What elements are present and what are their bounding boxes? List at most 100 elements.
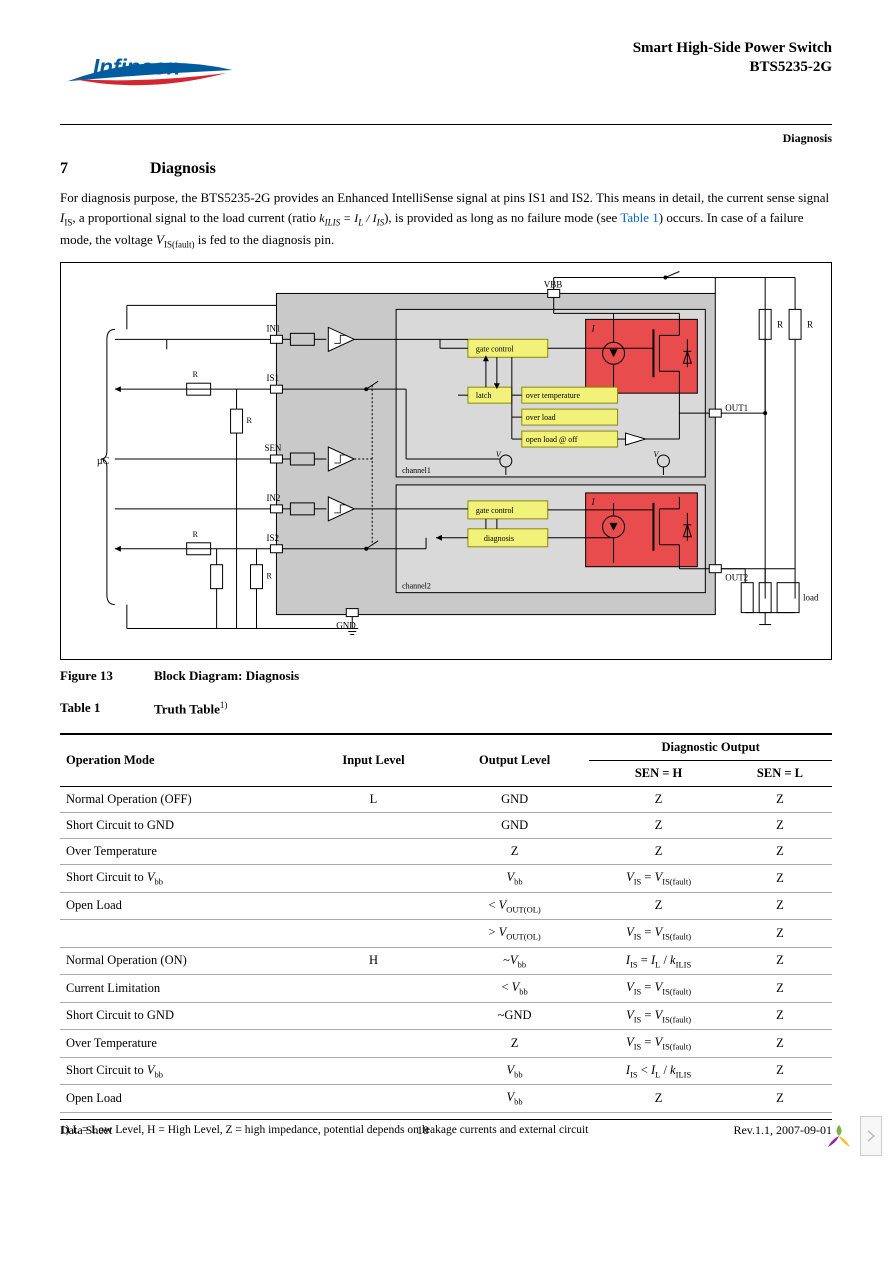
svg-text:R: R (807, 319, 813, 329)
cell-operation: Open Load (60, 1085, 307, 1113)
section-number: 7 (60, 160, 150, 178)
cell-operation: Short Circuit to GND (60, 813, 307, 839)
svg-text:SEN: SEN (264, 443, 281, 453)
cell-output: Z (440, 839, 589, 865)
cell-output: GND (440, 813, 589, 839)
cell-operation: Normal Operation (ON) (60, 947, 307, 975)
cell-operation: Short Circuit to Vbb (60, 1057, 307, 1085)
cell-sen-h: VIS = VIS(fault) (589, 1002, 728, 1030)
cell-input: H (307, 947, 440, 975)
svg-text:load: load (803, 592, 819, 602)
cell-input (307, 1057, 440, 1085)
doc-title: Smart High-Side Power Switch (633, 40, 832, 57)
next-page-button[interactable] (860, 1116, 882, 1156)
cell-sen-l: Z (728, 813, 832, 839)
table-row: Over TemperatureZZZ (60, 839, 832, 865)
cell-sen-h: IIS = IL / kILIS (589, 947, 728, 975)
svg-text:R: R (247, 416, 253, 425)
doc-head: Smart High-Side Power Switch BTS5235-2G (633, 40, 832, 76)
table-caption-text: Truth Table1) (154, 700, 227, 717)
table-row: > VOUT(OL)VIS = VIS(fault)Z (60, 920, 832, 948)
cell-output: < VOUT(OL) (440, 892, 589, 920)
cell-output: ~Vbb (440, 947, 589, 975)
infineon-logo: Infineon (60, 40, 240, 100)
cell-sen-h: VIS = VIS(fault) (589, 865, 728, 893)
table-ref-link[interactable]: Table 1 (620, 210, 658, 225)
svg-text:IS1: IS1 (266, 373, 278, 383)
svg-text:gate control: gate control (476, 344, 515, 353)
svg-text:channel1: channel1 (402, 466, 431, 475)
svg-text:µC: µC (97, 456, 110, 467)
th-operation-mode: Operation Mode (60, 734, 307, 787)
svg-text:R: R (193, 370, 199, 379)
body-paragraph: For diagnosis purpose, the BTS5235-2G pr… (60, 188, 832, 252)
table-row: Over TemperatureZVIS = VIS(fault)Z (60, 1030, 832, 1058)
cell-operation: Over Temperature (60, 1030, 307, 1058)
viewer-logo-icon (824, 1121, 854, 1151)
cell-sen-h: IIS < IL / kILIS (589, 1057, 728, 1085)
svg-text:over temperature: over temperature (526, 391, 581, 400)
cell-operation: Current Limitation (60, 975, 307, 1003)
table-row: Open LoadVbbZZ (60, 1085, 832, 1113)
section-label: Diagnosis (60, 124, 832, 146)
svg-text:open load @ off: open load @ off (526, 435, 578, 444)
svg-text:diagnosis: diagnosis (484, 533, 514, 542)
th-input-level: Input Level (307, 734, 440, 787)
table-row: Short Circuit to VbbVbbVIS = VIS(fault)Z (60, 865, 832, 893)
svg-text:OUT1: OUT1 (725, 403, 748, 413)
cell-operation: Open Load (60, 892, 307, 920)
cell-sen-l: Z (728, 920, 832, 948)
cell-sen-l: Z (728, 975, 832, 1003)
svg-text:VBB: VBB (544, 279, 562, 289)
svg-text:over load: over load (526, 413, 556, 422)
th-diagnostic-output: Diagnostic Output (589, 734, 832, 761)
footer-rev: Rev.1.1, 2007-09-01 (733, 1123, 832, 1138)
cell-output: Z (440, 1030, 589, 1058)
chevron-right-icon (867, 1130, 875, 1142)
block-diagram-svg: R R VBB channel1 I gate control latch ov… (67, 269, 825, 649)
cell-operation: Normal Operation (OFF) (60, 787, 307, 813)
cell-operation: Over Temperature (60, 839, 307, 865)
cell-sen-l: Z (728, 787, 832, 813)
cell-input: L (307, 787, 440, 813)
section-heading: Diagnosis (150, 160, 216, 178)
cell-sen-l: Z (728, 892, 832, 920)
page-header: Infineon Smart High-Side Power Switch BT… (60, 40, 832, 100)
part-number: BTS5235-2G (633, 59, 832, 76)
cell-output: GND (440, 787, 589, 813)
cell-sen-l: Z (728, 1057, 832, 1085)
cell-sen-l: Z (728, 1085, 832, 1113)
svg-text:IN2: IN2 (266, 493, 280, 503)
cell-output: ~GND (440, 1002, 589, 1030)
table-number: Table 1 (60, 700, 130, 717)
footer-page: 18 (417, 1123, 429, 1138)
cell-input (307, 975, 440, 1003)
ratio-equation: kILIS = IL / IIS (319, 211, 384, 225)
figure-caption-text: Block Diagram: Diagnosis (154, 668, 299, 684)
table-row: Short Circuit to GNDGNDZZ (60, 813, 832, 839)
footer-left: Data Sheet (60, 1123, 112, 1138)
svg-text:R: R (193, 529, 199, 538)
cell-input (307, 920, 440, 948)
cell-input (307, 1002, 440, 1030)
svg-text:latch: latch (476, 391, 492, 400)
cell-sen-l: Z (728, 1030, 832, 1058)
cell-sen-h: Z (589, 1085, 728, 1113)
svg-text:GND: GND (336, 620, 356, 630)
cell-input (307, 865, 440, 893)
table-row: Short Circuit to Vbb VbbIIS < IL / kILISZ (60, 1057, 832, 1085)
cell-sen-l: Z (728, 865, 832, 893)
cell-output: Vbb (440, 1085, 589, 1113)
svg-text:IN1: IN1 (266, 323, 280, 333)
th-sen-h: SEN = H (589, 761, 728, 787)
section-heading-row: 7 Diagnosis (60, 160, 832, 178)
table-caption: Table 1 Truth Table1) (60, 700, 832, 717)
cell-output: Vbb (440, 1057, 589, 1085)
cell-sen-l: Z (728, 839, 832, 865)
truth-table: Operation Mode Input Level Output Level … (60, 733, 832, 1113)
cell-sen-h: VIS = VIS(fault) (589, 920, 728, 948)
svg-text:channel2: channel2 (402, 581, 431, 590)
table-row: Current Limitation< VbbVIS = VIS(fault)Z (60, 975, 832, 1003)
cell-input (307, 839, 440, 865)
table-row: Open Load< VOUT(OL)ZZ (60, 892, 832, 920)
